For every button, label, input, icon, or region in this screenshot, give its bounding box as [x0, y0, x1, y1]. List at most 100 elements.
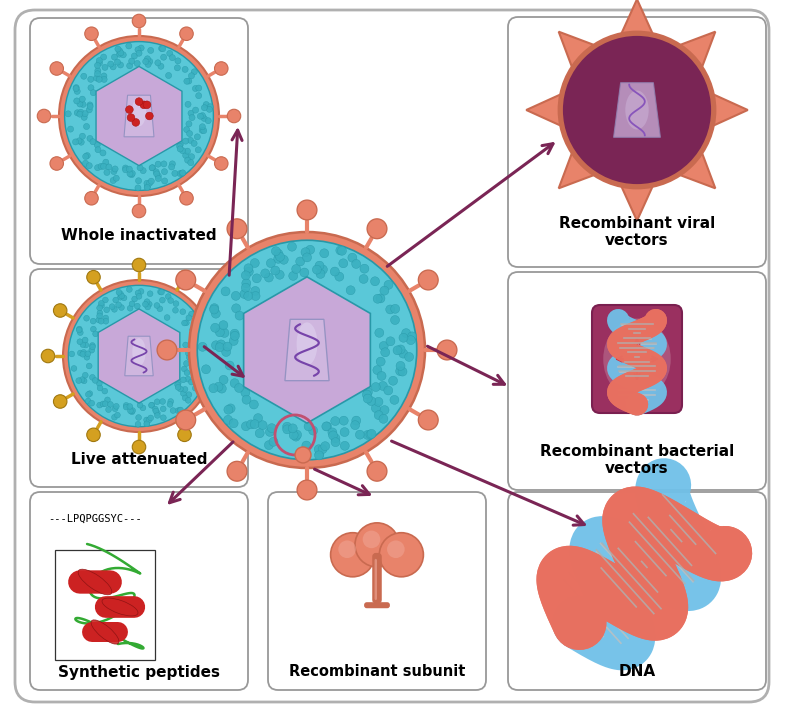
Circle shape	[175, 384, 181, 390]
Circle shape	[329, 431, 338, 440]
Circle shape	[164, 315, 170, 320]
Circle shape	[189, 115, 195, 120]
Circle shape	[166, 293, 171, 300]
Circle shape	[173, 300, 179, 306]
Circle shape	[352, 416, 361, 425]
Circle shape	[232, 291, 240, 300]
Circle shape	[110, 64, 116, 70]
Circle shape	[312, 265, 321, 274]
Circle shape	[187, 130, 192, 137]
Circle shape	[223, 342, 232, 351]
Polygon shape	[285, 319, 329, 381]
Circle shape	[371, 277, 379, 286]
Circle shape	[193, 334, 199, 340]
Ellipse shape	[626, 90, 648, 130]
Circle shape	[159, 46, 165, 51]
Circle shape	[111, 414, 117, 420]
Circle shape	[391, 315, 400, 325]
Circle shape	[363, 431, 372, 439]
Circle shape	[161, 54, 166, 61]
Circle shape	[288, 424, 298, 433]
Circle shape	[295, 447, 311, 463]
Circle shape	[119, 293, 125, 299]
Circle shape	[158, 289, 163, 295]
Circle shape	[207, 104, 214, 110]
Circle shape	[201, 115, 207, 122]
Circle shape	[161, 161, 167, 167]
Circle shape	[97, 385, 103, 391]
Circle shape	[98, 163, 104, 169]
Circle shape	[166, 51, 173, 56]
Circle shape	[143, 101, 151, 109]
Circle shape	[126, 43, 132, 49]
Circle shape	[79, 377, 85, 382]
Circle shape	[203, 347, 209, 352]
Circle shape	[185, 101, 191, 108]
Circle shape	[195, 134, 200, 140]
Circle shape	[81, 115, 87, 120]
Circle shape	[396, 362, 405, 370]
Circle shape	[132, 119, 140, 126]
Circle shape	[76, 326, 82, 332]
Circle shape	[75, 110, 80, 116]
Circle shape	[180, 27, 193, 41]
Circle shape	[82, 154, 89, 159]
Circle shape	[241, 388, 250, 397]
Circle shape	[127, 171, 133, 177]
Circle shape	[135, 98, 143, 105]
Circle shape	[97, 381, 102, 387]
Circle shape	[351, 421, 360, 429]
Circle shape	[191, 140, 197, 147]
Circle shape	[224, 405, 233, 414]
Circle shape	[89, 347, 95, 353]
Circle shape	[379, 342, 388, 350]
Circle shape	[98, 300, 104, 306]
Circle shape	[97, 305, 103, 311]
Circle shape	[219, 320, 228, 330]
Circle shape	[336, 246, 345, 255]
FancyBboxPatch shape	[30, 269, 248, 487]
Circle shape	[73, 85, 79, 92]
Circle shape	[181, 366, 187, 372]
Circle shape	[251, 291, 260, 300]
Circle shape	[384, 281, 393, 289]
Circle shape	[367, 461, 387, 481]
Circle shape	[240, 290, 249, 298]
Circle shape	[115, 412, 120, 418]
Circle shape	[108, 61, 114, 67]
Circle shape	[153, 408, 159, 414]
Circle shape	[261, 269, 270, 278]
Circle shape	[87, 135, 93, 142]
Circle shape	[246, 420, 256, 429]
Circle shape	[188, 110, 194, 116]
Circle shape	[155, 175, 162, 182]
Circle shape	[386, 337, 395, 346]
Circle shape	[177, 428, 192, 441]
Circle shape	[186, 121, 192, 127]
Circle shape	[127, 305, 133, 311]
Circle shape	[227, 461, 247, 481]
Circle shape	[184, 78, 190, 84]
Circle shape	[103, 318, 109, 324]
Circle shape	[144, 184, 150, 191]
Circle shape	[87, 102, 93, 108]
Circle shape	[111, 169, 117, 174]
Circle shape	[302, 253, 312, 262]
Circle shape	[100, 54, 107, 60]
Circle shape	[68, 286, 210, 426]
Circle shape	[85, 351, 91, 357]
Circle shape	[154, 303, 160, 308]
Circle shape	[190, 347, 195, 353]
Circle shape	[274, 249, 283, 258]
Circle shape	[378, 382, 387, 390]
Circle shape	[339, 258, 348, 268]
Circle shape	[225, 361, 234, 370]
Circle shape	[155, 173, 162, 179]
Circle shape	[265, 427, 275, 436]
Circle shape	[230, 329, 239, 338]
Circle shape	[315, 261, 324, 270]
Circle shape	[242, 395, 251, 404]
Circle shape	[255, 429, 265, 438]
Circle shape	[177, 407, 183, 414]
Circle shape	[111, 54, 118, 61]
